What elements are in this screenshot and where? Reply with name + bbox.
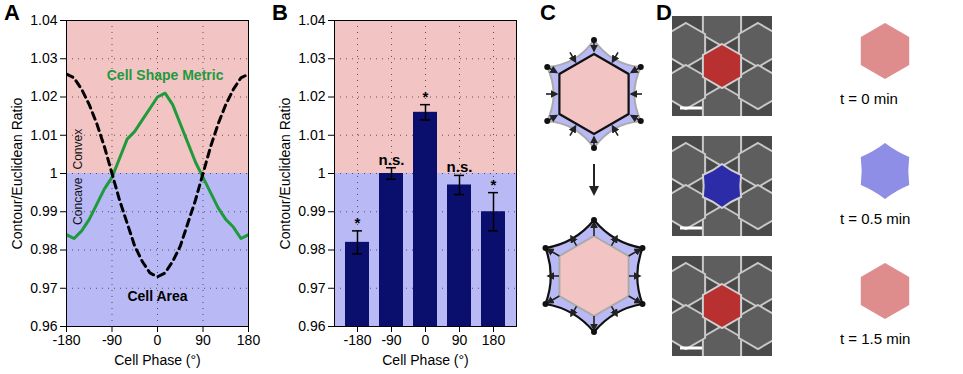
svg-text:Contour/Euclidean Ratio: Contour/Euclidean Ratio	[9, 97, 25, 249]
svg-text:-90: -90	[102, 332, 122, 348]
html-text:C: C	[540, 0, 556, 25]
html-text:B: B	[272, 0, 288, 25]
svg-text:n.s.: n.s.	[379, 151, 405, 168]
html-text:t = 0.5 min: t = 0.5 min	[840, 210, 911, 227]
html-text:A: A	[4, 0, 20, 25]
svg-text:0.97: 0.97	[298, 280, 325, 296]
svg-text:1.02: 1.02	[30, 88, 57, 104]
svg-text:1.04: 1.04	[298, 12, 325, 28]
svg-text:1: 1	[318, 165, 326, 181]
svg-text:0.97: 0.97	[30, 280, 57, 296]
svg-text:*: *	[491, 176, 497, 193]
svg-text:1.03: 1.03	[298, 50, 325, 66]
svg-text:0.96: 0.96	[30, 318, 58, 334]
svg-text:-180: -180	[343, 332, 371, 348]
svg-text:0.96: 0.96	[298, 318, 325, 334]
svg-text:Cell Phase (°): Cell Phase (°)	[382, 352, 469, 368]
svg-text:Concave: Concave	[71, 177, 85, 225]
svg-text:0.98: 0.98	[30, 241, 57, 257]
svg-text:180: 180	[237, 332, 261, 348]
svg-text:180: 180	[482, 332, 506, 348]
html-text:t = 0 min: t = 0 min	[840, 90, 898, 107]
svg-text:1.02: 1.02	[298, 88, 325, 104]
svg-text:90: 90	[195, 332, 211, 348]
svg-text:n.s.: n.s.	[447, 158, 473, 175]
html-text:t = 1.5 min: t = 1.5 min	[840, 330, 911, 347]
svg-text:*: *	[355, 214, 361, 231]
svg-text:0.99: 0.99	[30, 203, 57, 219]
svg-text:90: 90	[452, 332, 468, 348]
svg-text:1: 1	[50, 165, 58, 181]
svg-text:0: 0	[422, 332, 430, 348]
svg-text:-180: -180	[52, 332, 80, 348]
svg-text:Cell Area: Cell Area	[127, 288, 187, 304]
svg-text:0.99: 0.99	[298, 203, 325, 219]
svg-text:Cell Phase (°): Cell Phase (°)	[114, 352, 201, 368]
svg-text:Convex: Convex	[71, 129, 85, 170]
svg-text:0: 0	[154, 332, 162, 348]
svg-text:Cell Shape Metric: Cell Shape Metric	[107, 67, 224, 83]
html-text:D: D	[656, 0, 672, 25]
svg-text:1.01: 1.01	[298, 127, 325, 143]
svg-text:1.03: 1.03	[30, 50, 57, 66]
svg-text:Contour/Euclidean Ratio: Contour/Euclidean Ratio	[277, 97, 293, 249]
svg-text:*: *	[423, 88, 429, 105]
svg-text:1.04: 1.04	[30, 12, 57, 28]
svg-text:-90: -90	[381, 332, 401, 348]
svg-text:0.98: 0.98	[298, 241, 325, 257]
svg-text:1.01: 1.01	[30, 127, 57, 143]
